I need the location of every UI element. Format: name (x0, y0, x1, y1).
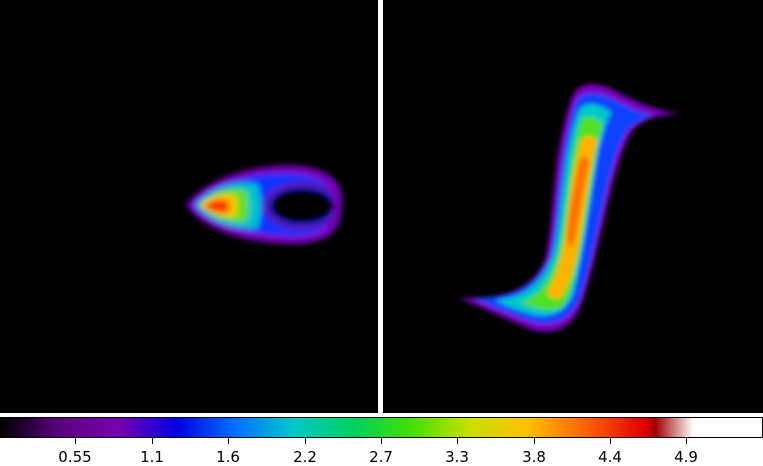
colorbar-tick (610, 438, 611, 444)
colorbar-tick (228, 438, 229, 444)
left-intensity-map (0, 0, 378, 413)
colorbar-tick (534, 438, 535, 444)
colorbar-tick (381, 438, 382, 444)
colorbar-tick (686, 438, 687, 444)
colorbar-tick-label: 4.4 (598, 448, 622, 466)
colorbar-tick (75, 438, 76, 444)
colorbar-tick-label: 1.6 (216, 448, 240, 466)
colorbar-tick-label: 0.55 (58, 448, 92, 466)
colorbar (0, 417, 763, 438)
colorbar-tick-row: 0.55 1.1 1.6 2.2 2.7 3.3 3.8 4.4 4.9 (0, 438, 763, 466)
colorbar-tick-label: 1.1 (140, 448, 164, 466)
colorbar-tick (152, 438, 153, 444)
right-intensity-map (383, 0, 763, 413)
left-blob-image (186, 165, 343, 244)
colorbar-tick-label: 2.7 (369, 448, 393, 466)
colorbar-tick (457, 438, 458, 444)
right-blob-image (459, 84, 681, 332)
colorbar-tick-label: 2.2 (293, 448, 317, 466)
colorbar-tick-label: 4.9 (674, 448, 698, 466)
colorbar-tick-label: 3.3 (445, 448, 469, 466)
colorbar-tick (305, 438, 306, 444)
colorbar-tick-label: 3.8 (522, 448, 546, 466)
